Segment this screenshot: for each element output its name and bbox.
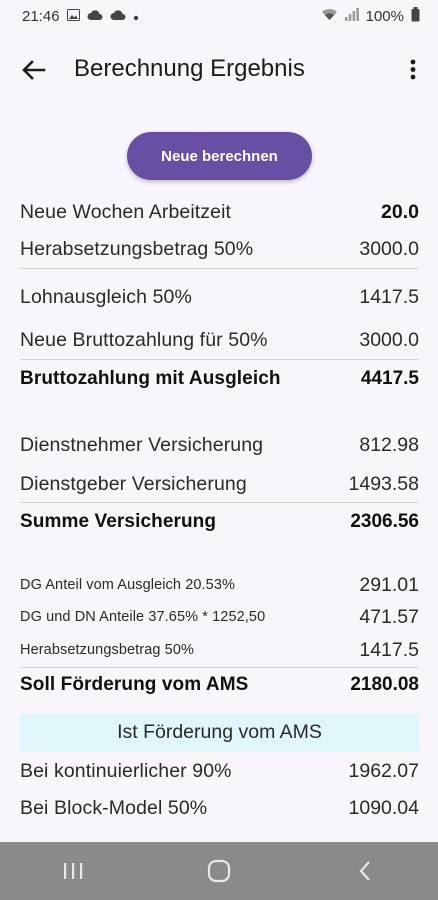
- result-row-wage-compensation: Lohnausgleich 50% 1417.5: [20, 282, 419, 312]
- result-row-new-gross: Neue Bruttozahlung für 50% 3000.0: [20, 325, 419, 355]
- row-value: 1417.5: [359, 638, 419, 661]
- system-nav-bar: [0, 842, 438, 900]
- result-row-insurance-total: Summe Versicherung 2306.56: [20, 507, 419, 537]
- result-row-gross-total: Bruttozahlung mit Ausgleich 4417.5: [20, 364, 419, 394]
- row-value: 471.57: [359, 605, 419, 628]
- row-value: 1090.04: [348, 796, 420, 819]
- divider: [20, 667, 419, 668]
- row-label: Soll Förderung vom AMS: [20, 674, 249, 695]
- status-left: 21:46: [22, 8, 139, 25]
- row-value: 1493.58: [348, 472, 420, 495]
- section-header-actual-funding: Ist Förderung vom AMS: [20, 714, 419, 751]
- row-value: 291.01: [359, 573, 419, 596]
- divider: [20, 359, 419, 360]
- page-title: Berechnung Ergebnis: [74, 55, 305, 82]
- signal-icon: [344, 7, 359, 25]
- result-row-dg-share: DG Anteil vom Ausgleich 20.53% 291.01: [20, 570, 419, 600]
- row-label: DG Anteil vom Ausgleich 20.53%: [20, 577, 235, 593]
- row-label: Summe Versicherung: [20, 511, 217, 532]
- app-bar: Berechnung Ergebnis: [0, 40, 438, 100]
- row-label: Neue Bruttozahlung für 50%: [20, 328, 268, 351]
- row-value: 3000.0: [359, 328, 419, 351]
- status-right: 100%: [321, 6, 420, 26]
- row-value: 2306.56: [350, 511, 419, 532]
- recalculate-button[interactable]: Neue berechnen: [127, 132, 312, 180]
- status-time: 21:46: [22, 7, 60, 25]
- row-value: 3000.0: [359, 237, 419, 260]
- result-row-dg-dn-shares: DG und DN Anteile 37.65% * 1252,50 471.5…: [20, 602, 419, 632]
- result-row-employee-insurance: Dienstnehmer Versicherung 812.98: [20, 430, 419, 460]
- row-label: Bruttozahlung mit Ausgleich: [20, 368, 281, 389]
- result-row-weekly-hours: Neue Wochen Arbeitzeit 20.0: [20, 197, 419, 227]
- divider: [20, 502, 419, 503]
- row-label: Herabsetzungsbetrag 50%: [20, 642, 194, 658]
- cloud-icon: [87, 8, 103, 25]
- row-label: Dienstgeber Versicherung: [20, 472, 247, 495]
- divider: [20, 268, 419, 269]
- row-label: Bei Block-Model 50%: [20, 796, 208, 819]
- row-label: Neue Wochen Arbeitzeit: [20, 200, 232, 223]
- row-value: 2180.08: [350, 674, 419, 695]
- row-value: 4417.5: [360, 368, 419, 389]
- result-row-reduction-small: Herabsetzungsbetrag 50% 1417.5: [20, 635, 419, 665]
- more-vert-icon[interactable]: [402, 55, 424, 85]
- back-nav-icon[interactable]: [345, 851, 385, 891]
- result-row-block-model: Bei Block-Model 50% 1090.04: [20, 793, 419, 823]
- battery-percent: 100%: [365, 7, 404, 25]
- gallery-icon: [66, 8, 80, 25]
- row-value: 1962.07: [348, 759, 420, 782]
- row-label: Dienstnehmer Versicherung: [20, 433, 264, 456]
- back-arrow-icon[interactable]: [20, 56, 48, 84]
- row-value: 20.0: [381, 200, 419, 223]
- result-row-reduction: Herabsetzungsbetrag 50% 3000.0: [20, 234, 419, 264]
- result-row-target-funding: Soll Förderung vom AMS 2180.08: [20, 670, 419, 700]
- row-label: Herabsetzungsbetrag 50%: [20, 237, 254, 260]
- row-value: 1417.5: [359, 285, 419, 308]
- row-label: Bei kontinuierlicher 90%: [20, 759, 232, 782]
- row-label: Lohnausgleich 50%: [20, 285, 192, 308]
- notification-dot-icon: [133, 8, 139, 25]
- result-row-employer-insurance: Dienstgeber Versicherung 1493.58: [20, 469, 419, 499]
- result-row-continuous: Bei kontinuierlicher 90% 1962.07: [20, 756, 419, 786]
- row-value: 812.98: [359, 433, 419, 456]
- status-bar: 21:46 100%: [0, 0, 438, 32]
- battery-icon: [411, 6, 420, 26]
- wifi-icon: [321, 8, 338, 25]
- recent-apps-icon[interactable]: [53, 851, 93, 891]
- cloud-icon: [110, 8, 126, 25]
- home-icon[interactable]: [199, 851, 239, 891]
- row-label: DG und DN Anteile 37.65% * 1252,50: [20, 609, 266, 625]
